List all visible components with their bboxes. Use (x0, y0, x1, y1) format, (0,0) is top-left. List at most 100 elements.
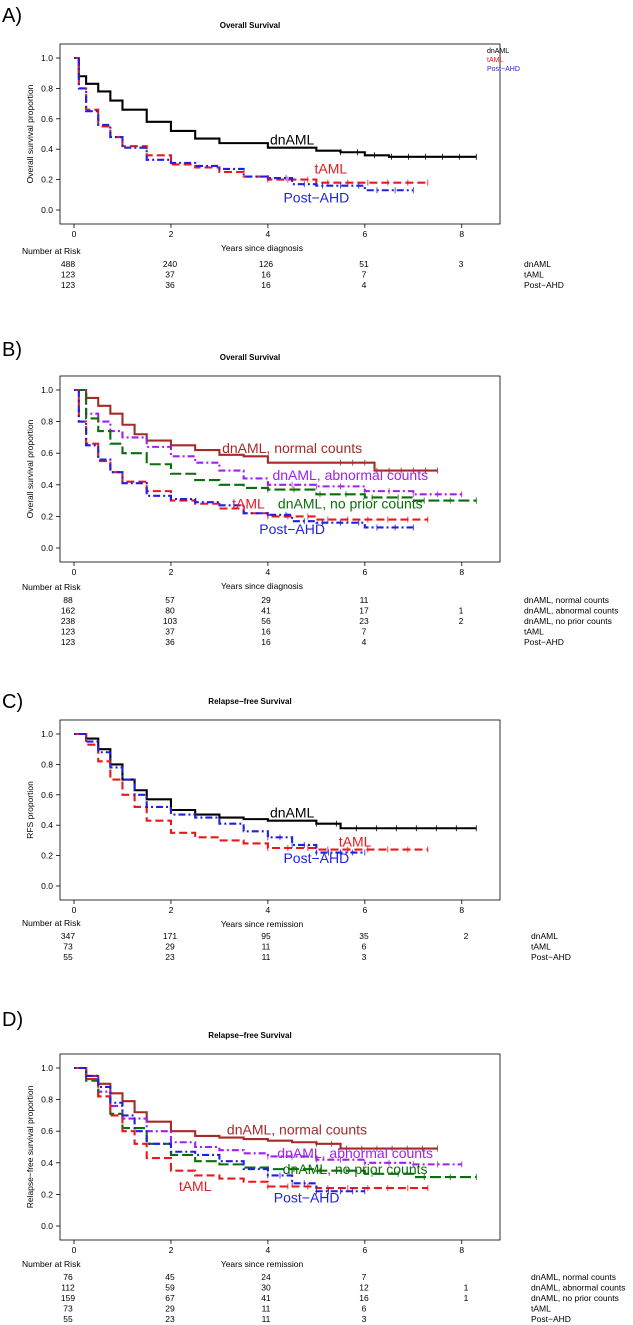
risk-count: 162 (61, 606, 75, 616)
series-line-0 (74, 388, 438, 472)
risk-count: 12 (359, 1283, 369, 1293)
risk-row-name: tAML (524, 270, 544, 280)
risk-count: 29 (261, 595, 271, 605)
x-tick-label: 8 (459, 1245, 464, 1255)
risk-count: 29 (165, 942, 175, 952)
y-tick-label: 0.6 (41, 448, 53, 458)
censor-marks-1 (267, 481, 463, 498)
x-tick-label: 2 (169, 229, 174, 239)
plot-frame (59, 1053, 501, 1241)
censor-marks-2 (267, 834, 366, 856)
series-line-1 (74, 732, 428, 851)
x-tick-label: 2 (169, 905, 174, 915)
censor-marks-0 (340, 149, 477, 160)
y-tick-label: 0.4 (41, 480, 53, 490)
chart-title: Relapse−free Survival (208, 1031, 291, 1040)
risk-count: 11 (262, 1304, 271, 1314)
y-tick-label: 0.0 (41, 543, 53, 553)
risk-count: 16 (261, 627, 271, 637)
risk-row-name: dnAML (531, 931, 558, 941)
risk-count: 88 (63, 595, 73, 605)
censor-marks-2 (267, 175, 414, 194)
series-line-4 (74, 388, 414, 529)
risk-count: 6 (362, 942, 367, 952)
risk-count: 159 (61, 1293, 75, 1303)
risk-count: 23 (165, 952, 175, 962)
risk-count: 55 (63, 1314, 73, 1324)
x-tick-label: 0 (72, 905, 77, 915)
x-tick-label: 2 (169, 1245, 174, 1255)
series-annotation: dnAML (270, 805, 315, 821)
y-tick-label: 0.4 (41, 144, 53, 154)
censor-marks-0 (315, 1140, 438, 1152)
legend-entry: dnAML (487, 48, 509, 55)
risk-count: 55 (63, 952, 73, 962)
x-axis-label: Years since diagnosis (221, 243, 303, 253)
y-tick-label: 0.0 (41, 1221, 53, 1231)
legend-entry: Post−AHD (487, 66, 520, 73)
x-tick-label: 0 (72, 1245, 77, 1255)
risk-count: 24 (261, 1272, 271, 1282)
risk-count: 7 (362, 627, 367, 637)
risk-count: 7 (362, 1272, 367, 1282)
y-tick-label: 0.8 (41, 417, 53, 427)
x-axis-label: Years since remission (221, 919, 304, 929)
risk-row-name: dnAML, normal counts (524, 595, 609, 605)
panel-label: B) (2, 339, 22, 361)
series-line-2 (74, 732, 365, 854)
risk-row-name: Post−AHD (531, 952, 571, 962)
series-annotation: dnAML, abnormal counts (272, 467, 428, 483)
risk-count: 11 (262, 942, 271, 952)
risk-count: 95 (261, 931, 271, 941)
risk-count: 76 (63, 1272, 73, 1282)
risk-count: 37 (165, 627, 175, 637)
series-annotation: tAML (315, 161, 348, 177)
series-line-0 (74, 56, 477, 158)
x-tick-label: 6 (362, 567, 367, 577)
risk-count: 1 (459, 606, 464, 616)
risk-count: 35 (359, 931, 369, 941)
risk-count: 240 (163, 259, 177, 269)
series-annotation: dnAML, normal counts (222, 440, 362, 456)
y-tick-label: 0.2 (41, 511, 53, 521)
risk-count: 41 (261, 606, 271, 616)
risk-row-name: Post−AHD (524, 637, 564, 647)
series-line-0 (74, 732, 477, 830)
risk-count: 51 (359, 259, 369, 269)
censor-marks-4 (267, 511, 414, 531)
risk-count: 347 (61, 931, 75, 941)
panel-label: D) (2, 1009, 23, 1031)
risk-count: 6 (362, 1304, 367, 1314)
y-tick-label: 0.8 (41, 83, 53, 93)
x-tick-label: 4 (266, 1245, 271, 1255)
x-tick-label: 2 (169, 567, 174, 577)
series-annotation: tAML (339, 833, 372, 849)
x-tick-label: 6 (362, 905, 367, 915)
series-annotation: Post−AHD (274, 1189, 340, 1205)
risk-count: 17 (359, 606, 369, 616)
y-tick-label: 1.0 (41, 729, 53, 739)
censor-marks-1 (267, 1153, 463, 1168)
risk-row-name: dnAML, abnormal counts (524, 606, 619, 616)
y-tick-label: 0.0 (41, 205, 53, 215)
x-tick-label: 0 (72, 229, 77, 239)
risk-count: 2 (459, 616, 464, 626)
series-line-2 (74, 1066, 477, 1179)
series-line-2 (74, 56, 414, 192)
x-tick-label: 8 (459, 229, 464, 239)
risk-count: 41 (261, 1293, 271, 1303)
risk-count: 73 (63, 942, 73, 952)
risk-count: 29 (165, 1304, 175, 1314)
risk-count: 16 (261, 270, 271, 280)
series-line-1 (74, 56, 428, 184)
y-axis-label: Overall survival proportion (25, 84, 35, 183)
risk-count: 37 (165, 270, 175, 280)
risk-count: 11 (262, 1314, 271, 1324)
risk-count: 103 (163, 616, 177, 626)
panel-c: C) Relapse−free Survival 0 2 4 6 8 0.0 0.2 0.4 0.6… (2, 691, 571, 962)
x-axis-label: Years since remission (221, 1259, 304, 1269)
risk-row-name: dnAML, abnormal counts (531, 1283, 626, 1293)
risk-count: 7 (362, 270, 367, 280)
risk-count: 36 (165, 637, 175, 647)
y-tick-label: 0.8 (41, 759, 53, 769)
